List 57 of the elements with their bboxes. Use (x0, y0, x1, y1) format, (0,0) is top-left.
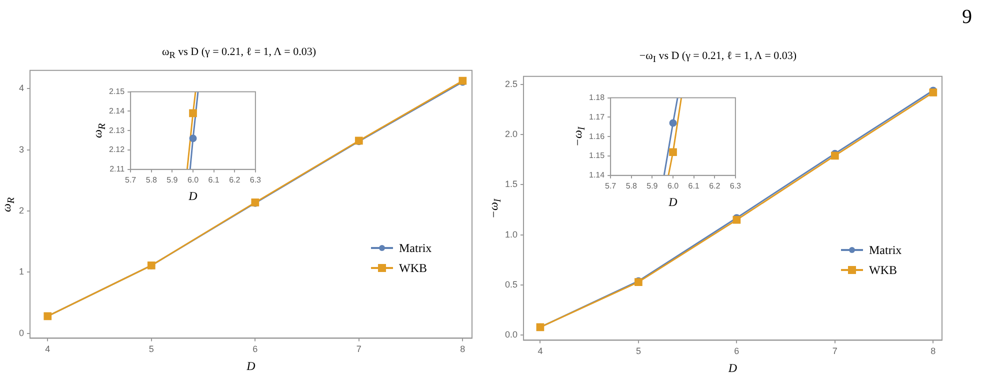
x-tick-label: 5.7 (605, 181, 617, 190)
y-tick-label: 1.16 (588, 132, 606, 141)
y-tick-label: 2.15 (108, 87, 126, 96)
y-tick-label: 1.14 (588, 170, 606, 180)
legend-label: WKB (399, 260, 427, 276)
y-tick-label: 1.15 (588, 151, 606, 160)
chart-title: ω$_{R}$ vs D (γ = 0.21, ℓ = 1, Λ = 0.03) (161, 46, 317, 60)
x-tick-label: 6.1 (688, 181, 700, 190)
x-tick-label: 6 (734, 346, 740, 356)
x-tick-label: 6.3 (250, 175, 262, 184)
x-tick-label: 5 (636, 346, 641, 356)
point (830, 152, 839, 160)
y-tick-label: 2.12 (108, 145, 126, 154)
y-tick-label: 3 (18, 144, 24, 154)
x-tick-label: 7 (356, 344, 362, 354)
y-tick-label: 1.0 (504, 229, 518, 240)
x-tick-label: 5 (148, 344, 154, 354)
legend-label: WKB (869, 262, 897, 278)
x-axis-title: D (188, 189, 198, 204)
y-tick-label: 0.5 (504, 280, 518, 290)
x-tick-label: 6.0 (667, 181, 680, 190)
x-tick-label: 6.0 (187, 175, 200, 184)
y-tick-label: 2.11 (110, 164, 126, 174)
text: 9 (962, 6, 972, 29)
x-axis-title: D (727, 361, 738, 374)
y-tick-label: 2.0 (504, 129, 518, 140)
y-tick-label: 0.0 (504, 330, 518, 340)
x-tick-label: 8 (460, 344, 466, 354)
y-tick-label: 2.5 (504, 78, 518, 89)
x-tick-label: 5.8 (626, 181, 638, 190)
x-tick-label: 6 (252, 344, 258, 354)
x-axis-title: D (668, 195, 678, 210)
y-tick-label: 1 (18, 266, 24, 277)
chart-title: −ω$_{I}$ vs D (γ = 0.21, ℓ = 1, Λ = 0.03) (638, 50, 798, 64)
y-tick-label: 2.13 (108, 126, 126, 135)
x-tick-label: 4 (538, 346, 543, 356)
x-tick-label: 5.8 (146, 175, 158, 184)
x-tick-label: 6.3 (730, 181, 742, 190)
x-tick-label: 7 (832, 346, 838, 356)
x-tick-label: 8 (930, 346, 936, 356)
y-tick-label: 1.18 (588, 93, 606, 102)
x-tick-label: 6.1 (208, 175, 220, 184)
x-tick-label: 5.9 (646, 181, 658, 190)
x-tick-label: 6.2 (229, 175, 241, 184)
legend-label: Matrix (399, 240, 432, 256)
legend-label: Matrix (869, 242, 902, 258)
y-tick-label: 1.5 (504, 179, 518, 190)
x-tick-label: 6.2 (709, 181, 721, 190)
x-axis-title: D (246, 359, 256, 374)
x-tick-label: 5.7 (125, 175, 137, 184)
y-tick-label: 4 (18, 83, 24, 94)
x-tick-label: 5.9 (166, 175, 178, 184)
y-tick-label: 1.17 (588, 112, 606, 122)
y-tick-label: 2.14 (108, 106, 126, 116)
y-tick-label: 2 (18, 206, 24, 216)
x-tick-label: 4 (45, 344, 50, 354)
y-tick-label: 0 (18, 328, 24, 338)
